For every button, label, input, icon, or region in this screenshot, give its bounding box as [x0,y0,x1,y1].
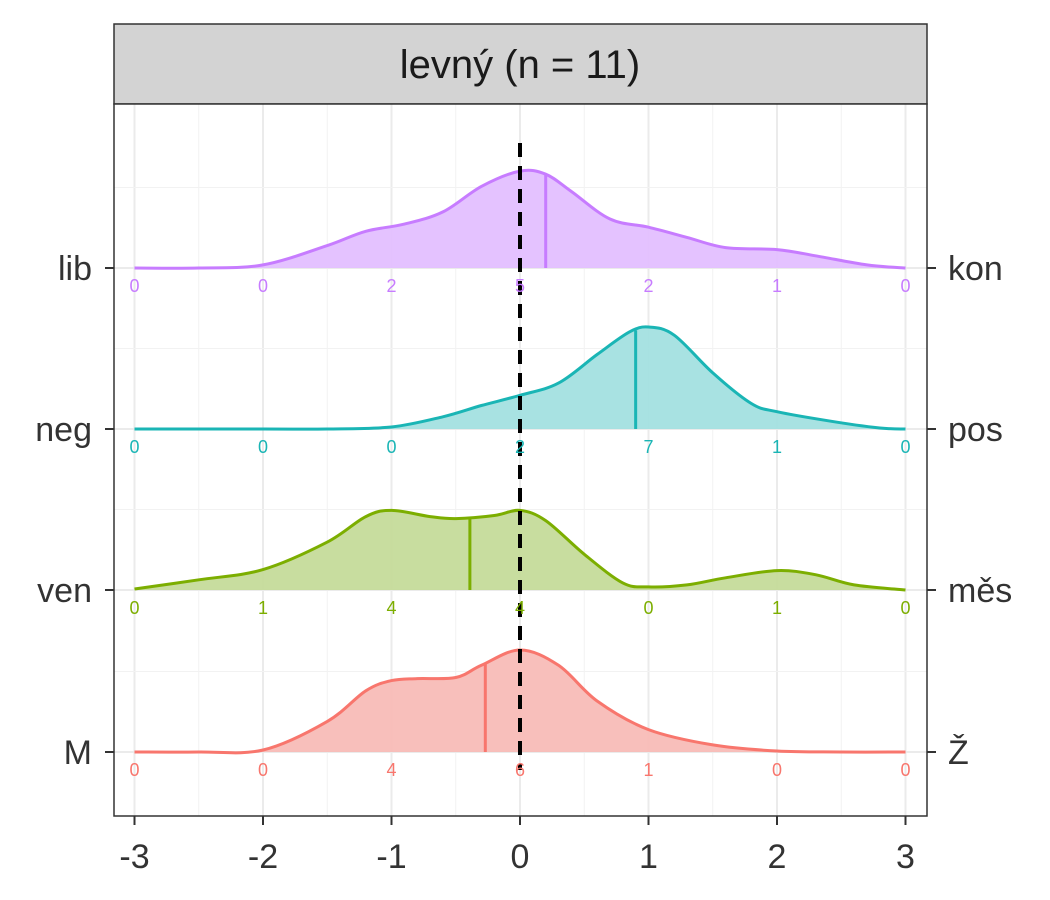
count-label: 0 [129,598,139,618]
count-label: 4 [386,760,396,780]
count-label: 0 [129,276,139,296]
count-label: 0 [643,598,653,618]
x-tick-label: 3 [896,838,915,876]
y-label-right: měs [948,572,1012,610]
count-label: 0 [258,437,268,457]
count-label: 2 [386,276,396,296]
x-tick-label: -2 [248,838,278,876]
count-label: 1 [772,598,782,618]
density-line [134,325,906,431]
count-label: 0 [129,437,139,457]
count-labels: 0 0 4 6 1 0 0 0 1 4 4 0 1 0 0 0 0 2 7 1 0 0 0 2 5 2 1 0 [129,276,910,780]
density-line [134,648,906,755]
ridge-neg [134,325,906,431]
x-tick-label: 0 [511,838,530,876]
count-label: 2 [643,276,653,296]
x-tick-label: -3 [119,838,149,876]
density-line [134,168,906,270]
density-line [134,508,906,592]
count-label: 1 [772,276,782,296]
count-label: 7 [643,437,653,457]
y-label-right: kon [948,250,1003,288]
facet-strip-title: levný (n = 11) [400,43,641,87]
count-label: 0 [772,760,782,780]
ridge-ven [134,508,906,592]
density-area [134,510,906,590]
count-label: 4 [386,598,396,618]
count-label: 1 [258,598,268,618]
count-label: 0 [258,760,268,780]
y-label-right: pos [948,411,1003,449]
count-label: 2 [515,437,525,457]
x-tick-label: 1 [639,838,658,876]
count-label: 0 [900,437,910,457]
count-label: 5 [515,276,525,296]
count-label: 6 [515,760,525,780]
count-label: 0 [900,276,910,296]
y-label-right: Ž [948,734,969,772]
density-area [134,326,906,430]
y-label-left: ven [37,572,92,610]
count-label: 0 [258,276,268,296]
count-label: 0 [129,760,139,780]
count-label: 0 [900,598,910,618]
y-label-left: neg [35,411,92,449]
count-label: 4 [515,598,525,618]
y-label-left: M [64,734,92,772]
x-tick-label: -1 [376,838,406,876]
x-tick-label: 2 [768,838,787,876]
facet-strip [113,23,928,105]
count-label: 1 [643,760,653,780]
y-label-left: lib [58,250,92,288]
count-label: 0 [900,760,910,780]
count-label: 1 [772,437,782,457]
count-label: 0 [386,437,396,457]
